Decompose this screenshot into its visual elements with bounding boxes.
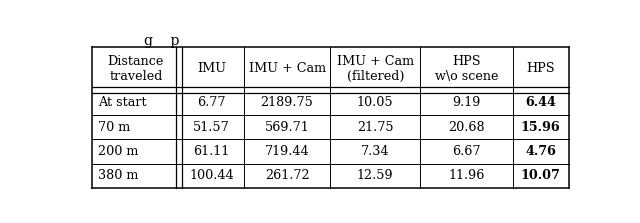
- Text: 12.59: 12.59: [357, 169, 394, 182]
- Text: 6.44: 6.44: [525, 96, 556, 109]
- Text: 9.19: 9.19: [452, 96, 481, 109]
- Text: At start: At start: [98, 96, 147, 109]
- Text: 10.05: 10.05: [357, 96, 394, 109]
- Text: 70 m: 70 m: [98, 120, 131, 134]
- Text: 10.07: 10.07: [520, 169, 561, 182]
- Text: 6.67: 6.67: [452, 145, 481, 158]
- Text: 4.76: 4.76: [525, 145, 556, 158]
- Text: 11.96: 11.96: [448, 169, 484, 182]
- Text: 200 m: 200 m: [98, 145, 138, 158]
- Text: 51.57: 51.57: [193, 120, 230, 134]
- Text: 719.44: 719.44: [265, 145, 309, 158]
- Text: 569.71: 569.71: [265, 120, 310, 134]
- Text: 2189.75: 2189.75: [260, 96, 314, 109]
- Text: 6.77: 6.77: [197, 96, 226, 109]
- Text: g    p: g p: [145, 34, 180, 48]
- Text: 15.96: 15.96: [521, 120, 561, 134]
- Text: HPS
w\o scene: HPS w\o scene: [435, 55, 498, 83]
- Text: HPS: HPS: [526, 62, 555, 75]
- Text: 380 m: 380 m: [98, 169, 138, 182]
- Text: Distance
traveled: Distance traveled: [108, 55, 164, 83]
- Text: 261.72: 261.72: [265, 169, 309, 182]
- Text: 21.75: 21.75: [357, 120, 394, 134]
- Text: IMU + Cam
(filtered): IMU + Cam (filtered): [337, 55, 414, 83]
- Text: IMU + Cam: IMU + Cam: [248, 62, 326, 75]
- Text: 7.34: 7.34: [361, 145, 390, 158]
- Text: IMU: IMU: [197, 62, 226, 75]
- Text: 61.11: 61.11: [193, 145, 230, 158]
- Text: 100.44: 100.44: [189, 169, 234, 182]
- Text: 20.68: 20.68: [448, 120, 484, 134]
